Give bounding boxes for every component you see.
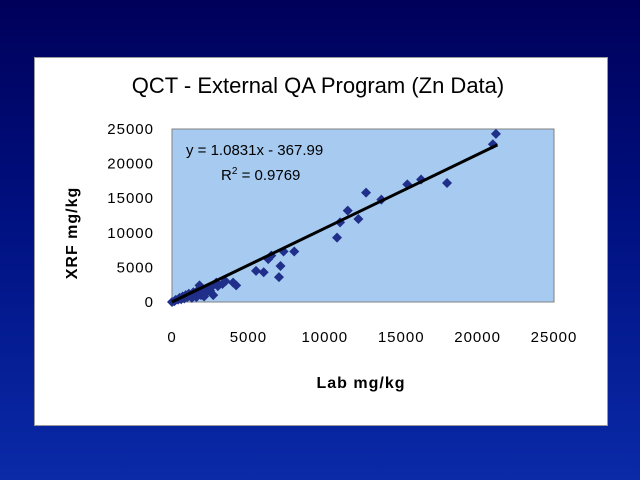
data-point-40 xyxy=(332,232,343,243)
y-tick-label: 5000 xyxy=(117,259,154,276)
data-point-43 xyxy=(353,213,364,224)
x-tick-label: 10000 xyxy=(301,329,348,346)
r-squared-prefix: R xyxy=(221,167,232,184)
r-squared-exponent: 2 xyxy=(232,166,238,177)
y-tick-label: 0 xyxy=(145,294,154,311)
trendline xyxy=(171,143,499,304)
data-point-50 xyxy=(490,128,501,139)
data-point-25 xyxy=(208,290,219,301)
data-point-37 xyxy=(275,261,286,272)
data-point-27 xyxy=(212,281,223,292)
x-axis-title: Lab mg/kg xyxy=(316,375,405,392)
scatter-chart: QCT - External QA Program (Zn Data) y = … xyxy=(64,73,578,392)
y-tick-label: 25000 xyxy=(107,121,154,138)
x-tick-label: 15000 xyxy=(378,329,425,346)
y-axis-title: XRF mg/kg xyxy=(64,187,81,280)
data-point-39 xyxy=(289,246,300,257)
data-point-36 xyxy=(273,272,284,283)
y-tick-label: 20000 xyxy=(107,156,154,173)
data-point-48 xyxy=(442,177,453,188)
x-axis-ticks: 0 5000 10000 15000 20000 25000 xyxy=(167,329,578,346)
chart-panel: QCT - External QA Program (Zn Data) y = … xyxy=(34,57,608,426)
y-axis-ticks: 0 5000 10000 15000 20000 25000 xyxy=(107,121,154,311)
plot-area xyxy=(171,128,555,303)
r-squared-value: = 0.9769 xyxy=(237,167,300,184)
data-point-33 xyxy=(258,267,269,278)
y-tick-label: 15000 xyxy=(107,190,154,207)
x-tick-label: 0 xyxy=(167,329,176,346)
data-point-29 xyxy=(220,276,231,287)
data-point-44 xyxy=(361,187,372,198)
data-point-31 xyxy=(231,280,242,291)
data-point-32 xyxy=(251,265,262,276)
chart-title: QCT - External QA Program (Zn Data) xyxy=(132,73,504,98)
x-tick-label: 5000 xyxy=(230,329,267,346)
y-tick-label: 10000 xyxy=(107,225,154,242)
trendline-equation: y = 1.0831x - 367.99 xyxy=(186,142,323,159)
data-point-42 xyxy=(342,205,353,216)
x-tick-label: 25000 xyxy=(531,329,578,346)
x-tick-label: 20000 xyxy=(454,329,501,346)
r-squared-label: R2 = 0.9769 xyxy=(221,166,300,184)
